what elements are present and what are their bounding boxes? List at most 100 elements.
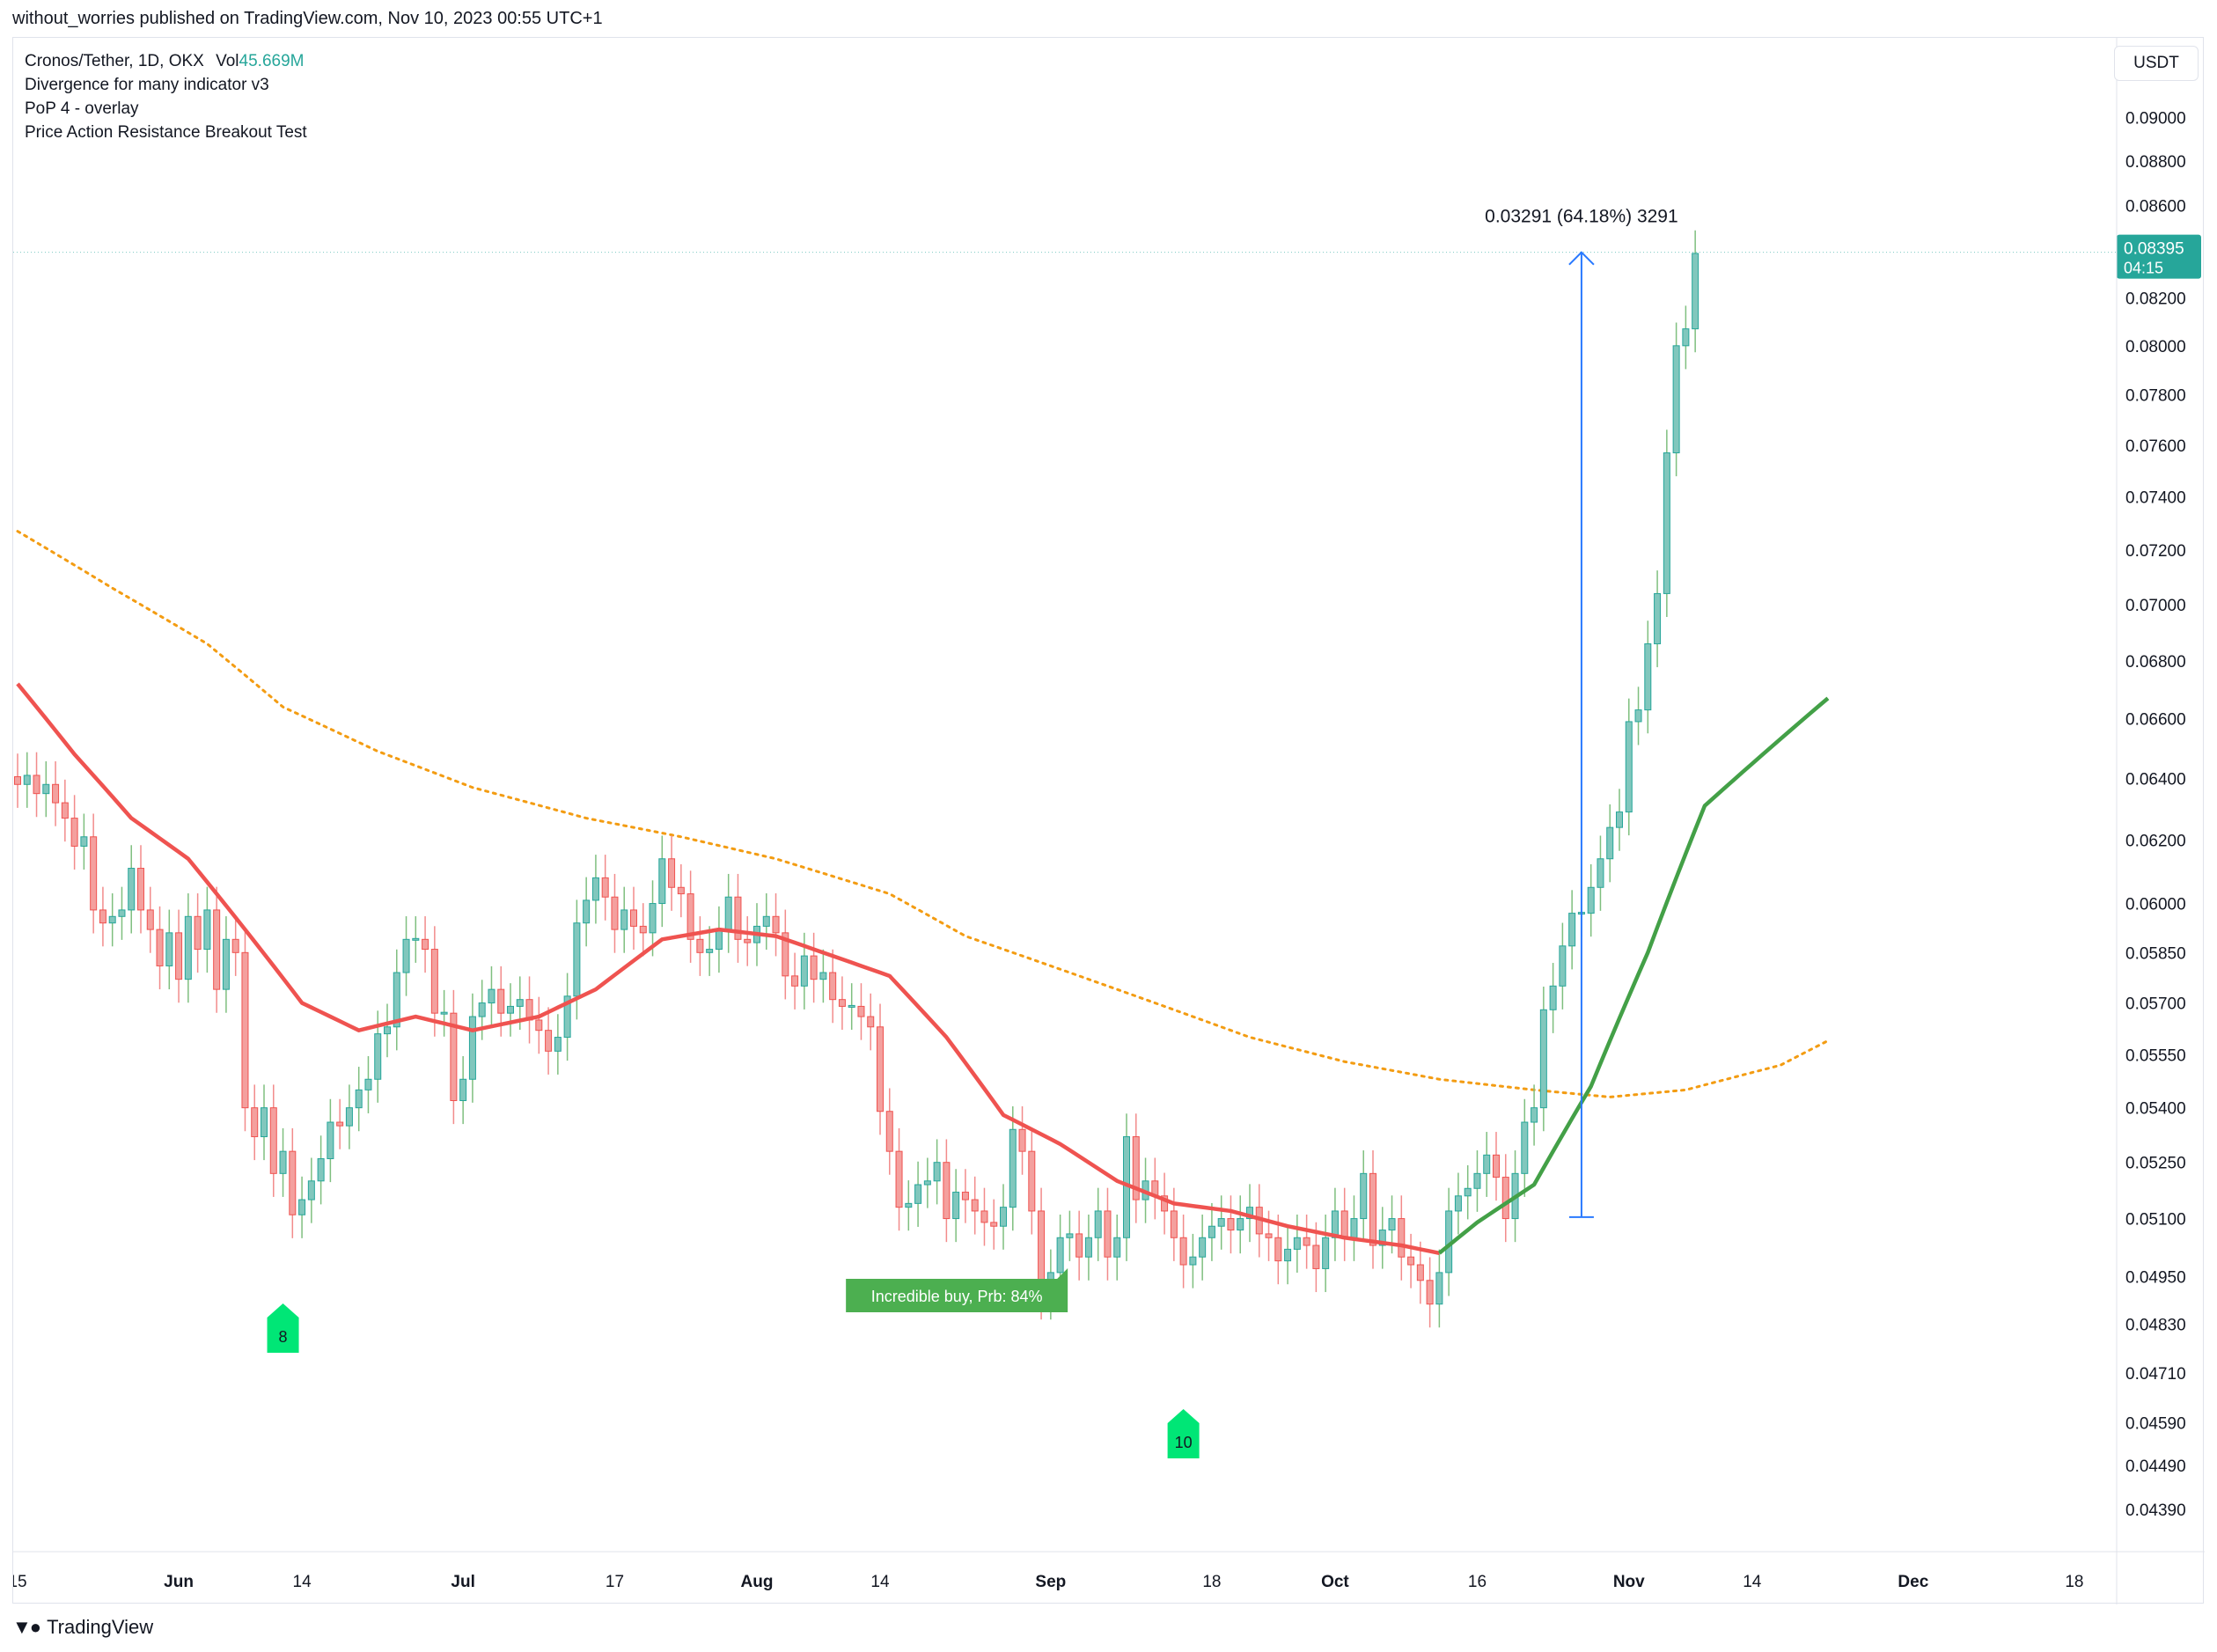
candle-body: [1473, 1172, 1481, 1189]
candle-body: [706, 949, 714, 953]
candle-body: [1493, 1154, 1500, 1178]
indicator-pop4[interactable]: PoP 4 - overlay: [25, 99, 139, 118]
candle-body: [422, 938, 429, 951]
candle-body: [364, 1078, 372, 1090]
candle-body: [1454, 1195, 1462, 1212]
candle-body: [877, 1026, 884, 1112]
candle-body: [374, 1033, 382, 1080]
candle-body: [1199, 1237, 1207, 1258]
candle-body: [222, 938, 230, 990]
candle-body: [971, 1199, 979, 1212]
candle-body: [269, 1107, 277, 1174]
candle-body: [744, 938, 752, 943]
candle-body: [1616, 811, 1623, 828]
indicator-divergence[interactable]: Divergence for many indicator v3: [25, 76, 269, 94]
candle-body: [336, 1121, 344, 1127]
candle-body: [1426, 1280, 1434, 1305]
candle-body: [885, 1111, 893, 1152]
candle-body: [1009, 1128, 1017, 1208]
note-label: Incredible buy, Prb: 84%: [871, 1288, 1043, 1305]
candle-body: [468, 1016, 476, 1080]
candle-body: [1237, 1218, 1244, 1231]
y-tick-label: 0.05400: [2125, 1100, 2186, 1119]
current-price-label: 0.08395: [2124, 240, 2184, 259]
candle-body: [241, 951, 249, 1109]
candle-body: [430, 949, 438, 1014]
candle-body: [1407, 1256, 1415, 1266]
candle-body: [42, 783, 50, 795]
candle-body: [175, 932, 183, 980]
x-tick-label: Jun: [164, 1573, 194, 1591]
candle-body: [791, 975, 799, 987]
candle-body: [1350, 1218, 1358, 1238]
y-tick-label: 0.05250: [2125, 1155, 2186, 1173]
candle-body: [1303, 1237, 1310, 1246]
candle-body: [118, 909, 126, 917]
candle-body: [516, 999, 524, 1007]
x-tick-label: 15: [13, 1573, 27, 1591]
y-tick-label: 0.07200: [2125, 542, 2186, 561]
candle-body: [1692, 253, 1699, 330]
candle-body: [1018, 1128, 1026, 1152]
candle-body: [440, 1011, 448, 1015]
y-tick-label: 0.05550: [2125, 1046, 2186, 1065]
candle-body: [1189, 1256, 1197, 1266]
candle-body: [402, 938, 410, 973]
y-tick-label: 0.05700: [2125, 995, 2186, 1014]
candle-body: [943, 1162, 951, 1220]
signal-marker[interactable]: [1167, 1409, 1200, 1458]
candle-body: [1113, 1237, 1121, 1258]
note-badge[interactable]: [846, 1268, 1068, 1312]
x-tick-label: 14: [293, 1573, 312, 1591]
x-tick-label: Dec: [1898, 1573, 1928, 1591]
candle-body: [1132, 1136, 1140, 1200]
y-tick-label: 0.04830: [2125, 1316, 2186, 1334]
tradingview-brand[interactable]: ▼● TradingView: [12, 1616, 153, 1639]
candle-body: [459, 1078, 467, 1102]
y-tick-label: 0.08600: [2125, 198, 2186, 217]
y-tick-label: 0.04710: [2125, 1365, 2186, 1384]
y-tick-label: 0.04950: [2125, 1268, 2186, 1287]
y-tick-label: 0.06400: [2125, 770, 2186, 789]
candle-body: [146, 909, 154, 930]
candle-body: [1531, 1107, 1538, 1123]
chart-panel[interactable]: 0.08395 04:15 0.03291 (64.18%) 3291 8 10 Inc…: [12, 37, 2205, 1604]
y-tick-label: 0.06000: [2125, 896, 2186, 914]
candle-body: [137, 868, 144, 911]
candle-body: [1161, 1195, 1169, 1212]
candle-body: [1672, 345, 1680, 454]
candle-body: [1549, 985, 1557, 1010]
candle-body: [1217, 1218, 1225, 1227]
x-tick-label: Sep: [1035, 1573, 1066, 1591]
candle-body: [677, 886, 685, 895]
candle-body: [1274, 1237, 1282, 1262]
measure-arrowhead: [1568, 251, 1595, 266]
candle-body: [535, 1019, 543, 1032]
y-tick-label: 0.09000: [2125, 109, 2186, 128]
candle-body: [1265, 1233, 1273, 1238]
candle-body: [61, 802, 69, 819]
candle-body: [1094, 1210, 1102, 1238]
candle-body: [649, 903, 657, 934]
symbol-line[interactable]: Cronos/Tether, 1D, OKX Vol45.669M: [25, 49, 307, 73]
candle-body: [184, 915, 192, 980]
currency-selector[interactable]: USDT: [2114, 46, 2199, 81]
y-tick-label: 0.08800: [2125, 153, 2186, 172]
candle-body: [1606, 826, 1614, 860]
signal-marker[interactable]: [267, 1303, 299, 1353]
candle-body: [1066, 1233, 1074, 1238]
indicator-breakout[interactable]: Price Action Resistance Breakout Test: [25, 123, 307, 142]
candle-body: [231, 938, 239, 953]
candle-body: [307, 1180, 315, 1200]
candle-body: [108, 915, 116, 924]
candle-body: [412, 937, 420, 941]
candle-body: [317, 1158, 325, 1182]
candle-body: [857, 1005, 865, 1017]
candle-body: [1416, 1264, 1424, 1281]
y-tick-label: 0.08200: [2125, 290, 2186, 308]
candle-body: [1568, 913, 1576, 947]
candle-body: [601, 877, 609, 898]
candle-body: [1597, 858, 1604, 888]
candle-body: [1075, 1233, 1083, 1258]
